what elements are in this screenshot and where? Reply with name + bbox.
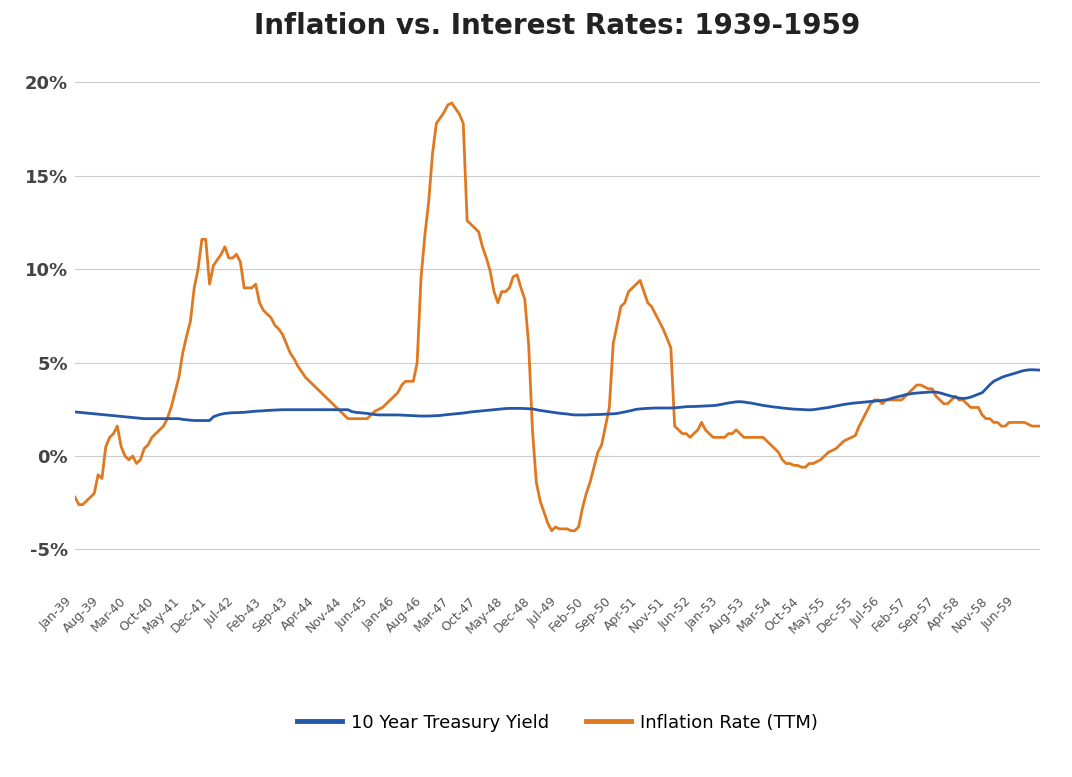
10 Year Treasury Yield <box>69 407 81 416</box>
Inflation Rate (TTM) <box>1018 418 1031 427</box>
Inflation Rate (TTM) <box>357 414 370 423</box>
10 Year Treasury Yield <box>1014 367 1027 376</box>
Inflation Rate (TTM) <box>88 489 101 498</box>
10 Year Treasury Yield <box>88 409 101 419</box>
10 Year Treasury Yield <box>188 416 200 425</box>
Inflation Rate (TTM) <box>546 526 559 535</box>
10 Year Treasury Yield <box>837 400 850 409</box>
10 Year Treasury Yield <box>361 409 374 418</box>
10 Year Treasury Yield <box>1026 365 1039 375</box>
10 Year Treasury Yield <box>687 402 700 411</box>
10 Year Treasury Yield <box>1033 365 1046 375</box>
10 Year Treasury Yield <box>749 399 762 409</box>
Title: Inflation vs. Interest Rates: 1939-1959: Inflation vs. Interest Rates: 1939-1959 <box>254 12 861 40</box>
Line: Inflation Rate (TTM): Inflation Rate (TTM) <box>75 103 1040 531</box>
Inflation Rate (TTM) <box>69 493 81 502</box>
Inflation Rate (TTM) <box>842 434 854 444</box>
Legend: 10 Year Treasury Yield, Inflation Rate (TTM): 10 Year Treasury Yield, Inflation Rate (… <box>291 707 824 739</box>
Inflation Rate (TTM) <box>1033 421 1046 430</box>
Line: 10 Year Treasury Yield: 10 Year Treasury Yield <box>75 370 1040 420</box>
Inflation Rate (TTM) <box>445 99 458 108</box>
Inflation Rate (TTM) <box>691 425 704 434</box>
Inflation Rate (TTM) <box>753 433 765 442</box>
